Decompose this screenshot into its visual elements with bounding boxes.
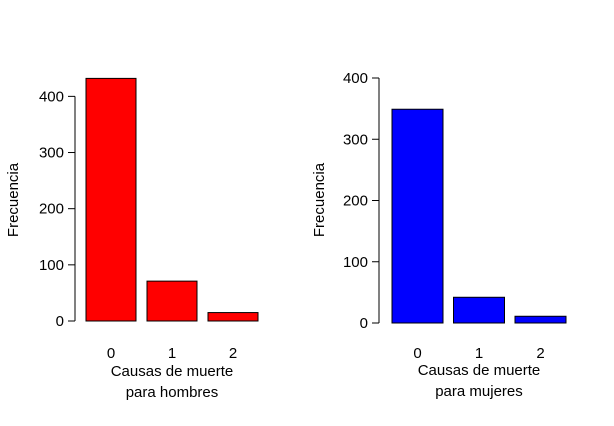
y-tick-label-men-0: 0 <box>56 313 64 330</box>
x-axis-label-line2-men: para hombres <box>126 384 219 401</box>
x-category-label-women-0: 0 <box>413 345 421 362</box>
y-axis-label-women: Frecuencia <box>311 162 328 237</box>
x-category-label-women-1: 1 <box>475 345 483 362</box>
x-category-label-men-1: 1 <box>168 345 176 362</box>
y-tick-label-women-400: 400 <box>343 70 368 87</box>
y-axis-label-men: Frecuencia <box>5 162 22 237</box>
bar-men-0 <box>85 77 137 322</box>
x-category-label-men-2: 2 <box>229 345 237 362</box>
bar-women-0 <box>391 108 444 324</box>
x-category-label-men-0: 0 <box>107 345 115 362</box>
y-tick-label-men-300: 300 <box>39 145 64 162</box>
y-tick-label-men-100: 100 <box>39 257 64 274</box>
bar-women-2 <box>514 315 567 324</box>
y-tick-label-men-200: 200 <box>39 201 64 218</box>
y-tick-label-women-0: 0 <box>360 315 368 332</box>
chart-panel-women: 0 100 200 300 400 0 1 2 Frecuencia Causas de muer… <box>311 70 567 400</box>
bar-women-1 <box>453 296 505 324</box>
y-tick-label-women-200: 200 <box>343 193 368 210</box>
bar-men-2 <box>207 312 259 322</box>
x-axis-label-line2-women: para mujeres <box>435 383 523 400</box>
y-tick-label-women-100: 100 <box>343 254 368 271</box>
x-axis-label-line1-women: Causas de muerte <box>418 362 541 379</box>
chart-panel-men: 0 100 200 300 400 0 1 2 Frecuencia Causas de muer… <box>5 77 259 401</box>
x-category-label-women-2: 2 <box>536 345 544 362</box>
y-tick-label-women-300: 300 <box>343 131 368 148</box>
bar-men-1 <box>146 280 198 322</box>
x-axis-label-line1-men: Causas de muerte <box>111 363 234 380</box>
y-tick-label-men-400: 400 <box>39 88 64 105</box>
